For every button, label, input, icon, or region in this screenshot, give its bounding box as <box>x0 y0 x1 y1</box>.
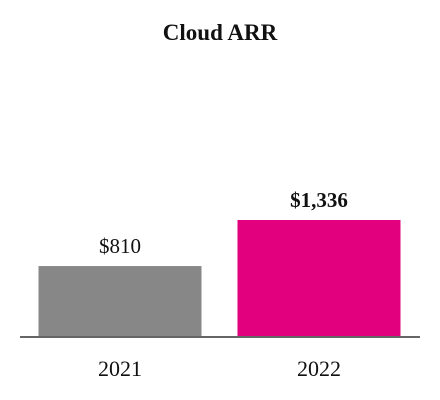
value-label-2021: $810 <box>99 234 141 258</box>
bar-2022 <box>237 220 401 337</box>
labels-group: $810 2021 $1,336 2022 <box>98 188 348 381</box>
category-label-2022: 2022 <box>297 356 341 381</box>
value-label-2022: $1,336 <box>290 188 348 212</box>
bars-group <box>38 220 401 337</box>
bar-2021 <box>38 266 202 337</box>
category-label-2021: 2021 <box>98 356 142 381</box>
chart-title: Cloud ARR <box>163 20 278 45</box>
